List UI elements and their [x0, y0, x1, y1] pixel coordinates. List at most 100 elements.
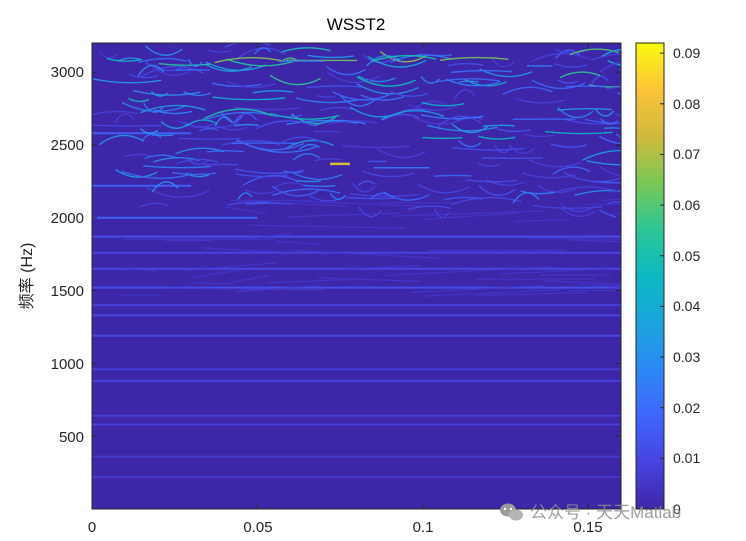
ridge-segment: [307, 54, 354, 59]
ridge-segment: [367, 56, 427, 68]
ridge-segment: [142, 102, 165, 113]
ridge-segment: [212, 96, 286, 101]
ridge-segment: [121, 101, 187, 113]
ridge-segment: [206, 150, 244, 153]
ridge-segment: [385, 266, 552, 276]
ridge-segment: [574, 189, 621, 196]
ridge-segment: [276, 136, 323, 146]
ridge-segment: [302, 200, 424, 207]
ridge-segment: [234, 168, 305, 175]
x-tick-label: 0.1: [413, 519, 434, 536]
ridge-segment: [191, 282, 233, 285]
ridge-segment: [390, 91, 429, 97]
ridge-segment: [370, 192, 392, 200]
ridge-segment: [452, 146, 525, 151]
ridge-segment: [234, 106, 301, 111]
colorbar-tick-label: 0.06: [673, 197, 700, 213]
ridge-segment: [98, 134, 145, 146]
ridge-segment: [266, 278, 351, 284]
ridge-segment: [413, 116, 463, 125]
ridge-segment: [204, 63, 252, 72]
ridge-segment: [417, 53, 453, 57]
ridge-segment: [314, 158, 343, 162]
ridge-segment: [198, 127, 219, 132]
ridge-segment: [128, 73, 159, 79]
ridge-segment: [588, 84, 621, 88]
chart-title: WSST2: [327, 15, 386, 34]
colorbar-tick-label: 0.07: [673, 146, 700, 162]
ridge-segment: [615, 133, 621, 139]
ridge-segment: [150, 90, 169, 97]
ridge-segment: [272, 182, 307, 189]
ridge-segment: [282, 57, 297, 62]
ridge-segment: [236, 139, 305, 151]
ridge-segment: [477, 162, 501, 167]
ridge-segment: [233, 123, 260, 127]
ridge-segment: [214, 56, 283, 64]
ridge-segment: [224, 43, 271, 48]
x-axis: 0 0.05 0.1 0.15: [88, 43, 603, 536]
ridge-segment: [115, 168, 158, 178]
ridge-segment: [420, 76, 440, 84]
ridge-segment: [515, 97, 566, 104]
ridge-segment: [478, 185, 516, 196]
colorbar-ticks: [660, 52, 664, 510]
ridge-segment: [171, 171, 217, 176]
ridge-segment: [416, 100, 447, 108]
ridge-segment: [421, 101, 465, 107]
ridge-segment: [459, 80, 479, 83]
ridge-segment: [292, 153, 321, 161]
ridge-segment: [233, 112, 258, 125]
ridge-segment: [528, 237, 620, 241]
ridge-segment: [320, 106, 354, 112]
ridge-segment: [381, 110, 445, 121]
ridge-segment: [591, 75, 609, 84]
ridge-segment: [555, 49, 587, 54]
ridge-segment: [545, 130, 613, 135]
ridge-segment: [350, 193, 420, 198]
ridge-segment: [250, 232, 292, 240]
ridge-segment: [145, 61, 188, 72]
ridge-segment: [203, 108, 272, 120]
y-tick-label: 1000: [51, 356, 84, 373]
ridge-segment: [139, 202, 169, 208]
ridge-segment: [599, 61, 621, 73]
ridge-segment: [351, 182, 376, 193]
ridge-segment: [231, 274, 270, 284]
y-tick-label: 2500: [51, 137, 84, 154]
ridge-segment: [244, 188, 277, 195]
ridge-segment: [313, 119, 366, 127]
ridge-segment: [423, 212, 518, 221]
ridge-segment: [600, 118, 619, 125]
ridge-segment: [242, 174, 299, 186]
ridge-segment: [92, 110, 138, 116]
y-tick-label: 1500: [51, 283, 84, 300]
ridge-segment: [139, 128, 159, 134]
ridge-segment: [270, 112, 340, 120]
ridge-segment: [234, 284, 322, 293]
ridge-segment: [169, 43, 172, 45]
ridge-segment: [141, 133, 162, 141]
ridge-segment: [114, 113, 135, 124]
ridge-segment: [554, 62, 588, 68]
colorbar-tick-label: 0.03: [673, 349, 700, 365]
ridge-segment: [450, 69, 513, 74]
ridge-segment: [144, 45, 183, 56]
ridge-segment: [599, 166, 621, 177]
ridge-segment: [496, 128, 531, 133]
x-tick-label: 0.15: [573, 519, 602, 536]
ridge-segment: [279, 47, 331, 54]
ridge-segment: [362, 170, 415, 178]
y-tick-label: 500: [59, 429, 84, 446]
ridge-segment: [382, 113, 420, 121]
colorbar-labels: 0 0.01 0.02 0.03 0.04 0.05 0.06 0.07 0.0…: [673, 45, 700, 517]
ridge-segment: [594, 107, 615, 117]
ridge-segment: [532, 79, 586, 90]
colorbar-tick-label: 0.05: [673, 248, 700, 264]
ridge-segment: [443, 196, 482, 201]
ridge-segment: [357, 75, 396, 83]
ridge-segment: [366, 55, 403, 67]
ridge-segment: [433, 78, 500, 83]
ridge-segment: [458, 140, 482, 148]
ridge-segment: [550, 143, 587, 148]
